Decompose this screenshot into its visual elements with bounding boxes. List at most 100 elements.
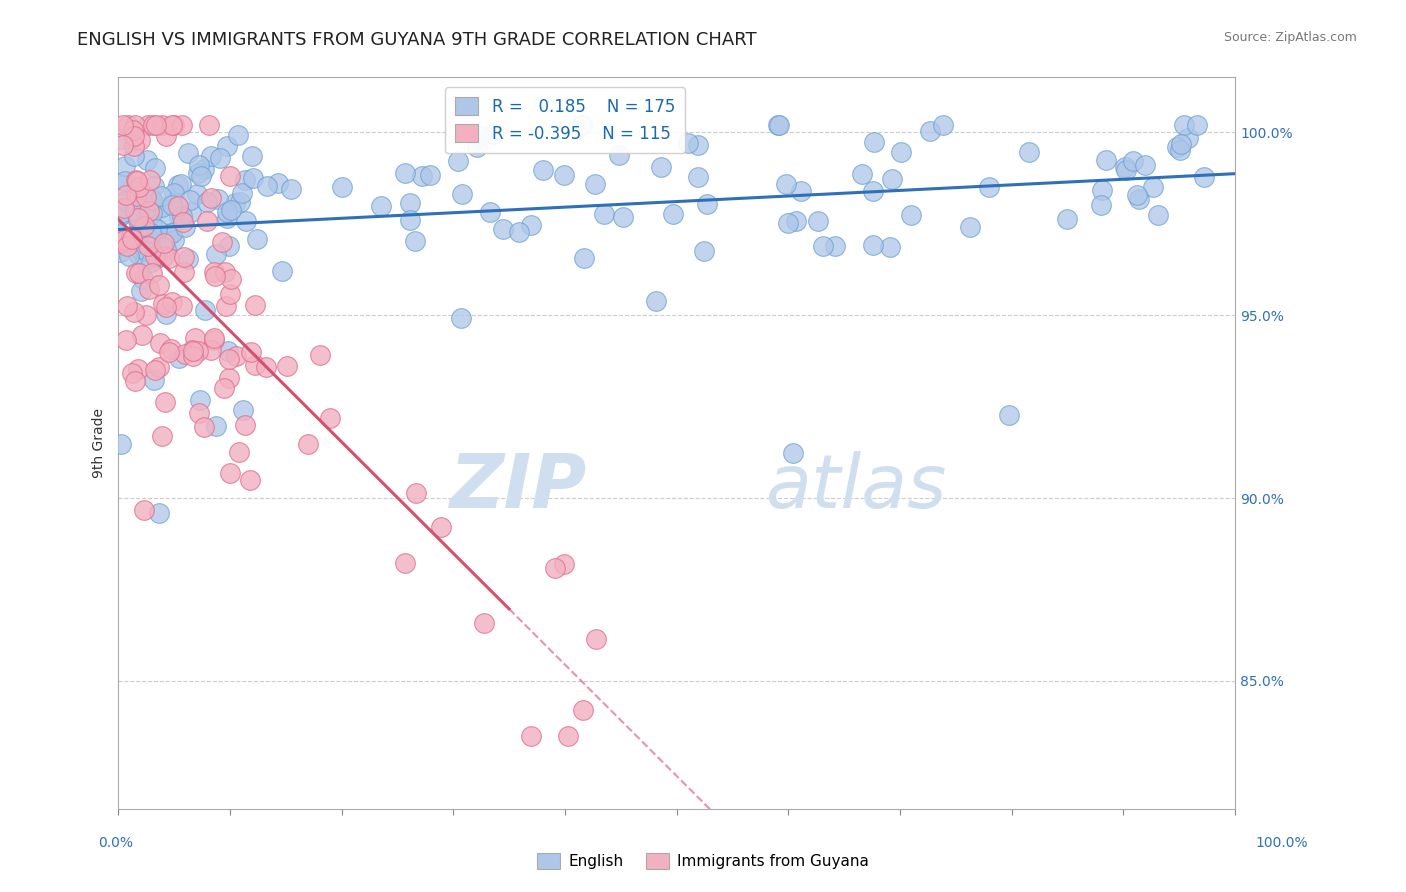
Point (152, 249, 174, 263)
Point (128, 211, 150, 226)
Point (243, 358, 266, 372)
Point (768, 118, 790, 132)
Point (218, 371, 240, 385)
Point (167, 199, 190, 213)
Point (863, 135, 886, 149)
Legend: English, Immigrants from Guyana: English, Immigrants from Guyana (531, 847, 875, 875)
Point (143, 374, 166, 388)
Point (124, 374, 146, 388)
Point (186, 344, 208, 359)
Point (187, 406, 209, 420)
Point (118, 230, 141, 244)
Point (117, 118, 139, 132)
Point (276, 359, 298, 373)
Point (239, 473, 262, 487)
Point (1173, 118, 1195, 132)
Point (267, 177, 290, 191)
Point (1114, 160, 1136, 174)
Point (811, 239, 834, 253)
Point (998, 408, 1021, 422)
Point (280, 182, 302, 196)
Point (1168, 144, 1191, 158)
Point (127, 234, 149, 248)
Point (150, 189, 173, 203)
Point (661, 207, 683, 221)
Point (197, 118, 219, 132)
Legend: R =   0.185    N = 175, R = -0.395    N = 115: R = 0.185 N = 175, R = -0.395 N = 115 (444, 87, 685, 153)
Point (118, 249, 141, 263)
Point (394, 556, 416, 570)
Point (114, 233, 136, 247)
Point (585, 632, 607, 647)
Point (211, 235, 233, 249)
Point (155, 301, 177, 315)
Point (131, 327, 153, 342)
Point (920, 124, 942, 138)
Point (177, 146, 200, 161)
Point (207, 192, 229, 206)
Point (782, 446, 804, 460)
Point (693, 244, 716, 259)
Point (160, 295, 183, 310)
Point (150, 238, 173, 252)
Point (134, 503, 156, 517)
Point (508, 225, 530, 239)
Point (208, 151, 231, 165)
Point (159, 252, 181, 266)
Point (121, 229, 143, 244)
Point (163, 233, 186, 247)
Point (190, 169, 212, 184)
Point (155, 307, 177, 321)
Y-axis label: 9th Grade: 9th Grade (93, 409, 107, 478)
Point (110, 206, 132, 220)
Point (141, 267, 163, 281)
Point (553, 169, 575, 183)
Point (145, 118, 167, 132)
Point (122, 138, 145, 153)
Point (270, 264, 292, 278)
Point (607, 148, 630, 162)
Point (127, 213, 149, 227)
Point (544, 560, 567, 574)
Point (557, 729, 579, 743)
Point (167, 209, 190, 223)
Point (468, 128, 491, 143)
Point (394, 166, 416, 180)
Point (218, 239, 240, 253)
Point (157, 227, 180, 242)
Point (571, 118, 593, 132)
Point (205, 418, 228, 433)
Point (131, 194, 153, 209)
Point (188, 393, 211, 408)
Point (219, 466, 242, 480)
Point (111, 207, 134, 221)
Point (256, 179, 278, 194)
Point (242, 171, 264, 186)
Point (115, 333, 138, 347)
Point (142, 118, 165, 132)
Point (775, 177, 797, 191)
Point (125, 174, 148, 188)
Point (173, 347, 195, 361)
Point (186, 186, 208, 201)
Point (170, 118, 193, 132)
Point (217, 344, 239, 359)
Point (110, 227, 132, 241)
Point (111, 178, 134, 192)
Point (141, 226, 163, 240)
Point (1126, 188, 1149, 202)
Point (583, 177, 606, 191)
Point (124, 204, 146, 219)
Point (205, 246, 228, 260)
Point (138, 238, 160, 252)
Point (127, 184, 149, 198)
Point (179, 193, 201, 207)
Point (142, 178, 165, 193)
Point (932, 118, 955, 132)
Point (160, 226, 183, 240)
Point (399, 212, 422, 227)
Point (862, 238, 884, 252)
Point (219, 203, 242, 218)
Point (159, 345, 181, 359)
Point (650, 161, 672, 175)
